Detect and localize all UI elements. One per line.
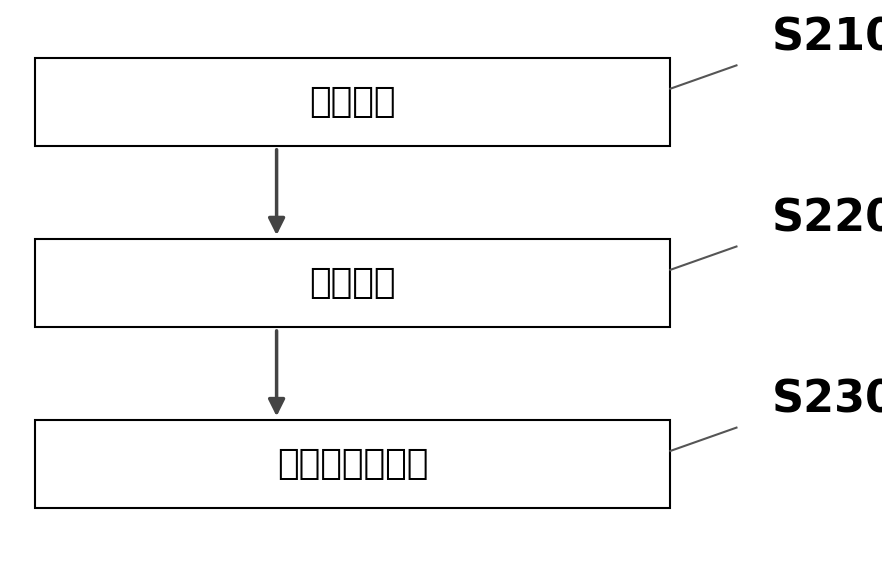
Text: S220: S220 <box>772 198 882 241</box>
FancyBboxPatch shape <box>35 58 670 146</box>
FancyBboxPatch shape <box>35 420 670 508</box>
Text: 处理步骤: 处理步骤 <box>310 266 396 300</box>
Text: 匹配及合并步骤: 匹配及合并步骤 <box>277 447 429 481</box>
FancyBboxPatch shape <box>35 239 670 327</box>
Text: S210: S210 <box>772 17 882 60</box>
Text: S230: S230 <box>772 379 882 422</box>
Text: 分解步骤: 分解步骤 <box>310 85 396 119</box>
